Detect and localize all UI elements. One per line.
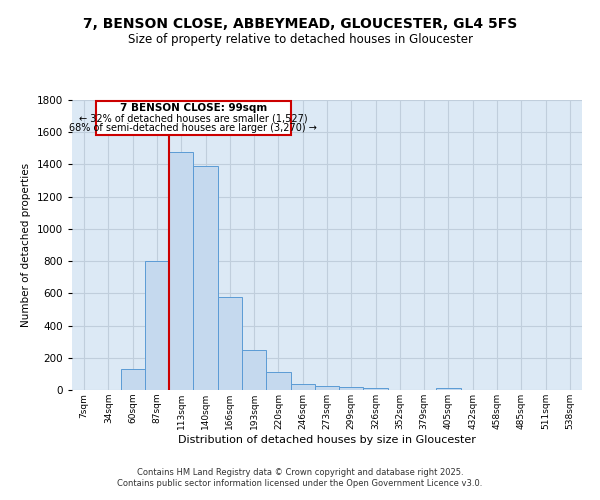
Text: 7, BENSON CLOSE, ABBEYMEAD, GLOUCESTER, GL4 5FS: 7, BENSON CLOSE, ABBEYMEAD, GLOUCESTER, … — [83, 18, 517, 32]
Text: 68% of semi-detached houses are larger (3,270) →: 68% of semi-detached houses are larger (… — [70, 123, 317, 133]
X-axis label: Distribution of detached houses by size in Gloucester: Distribution of detached houses by size … — [178, 434, 476, 444]
Bar — [315, 386, 339, 390]
Bar — [339, 387, 364, 390]
Bar — [436, 388, 461, 390]
Bar — [169, 152, 193, 390]
Bar — [193, 166, 218, 390]
Y-axis label: Number of detached properties: Number of detached properties — [21, 163, 31, 327]
Bar — [96, 101, 290, 136]
Bar — [145, 261, 169, 390]
Text: Size of property relative to detached houses in Gloucester: Size of property relative to detached ho… — [128, 32, 473, 46]
Bar — [242, 350, 266, 390]
Text: Contains HM Land Registry data © Crown copyright and database right 2025.
Contai: Contains HM Land Registry data © Crown c… — [118, 468, 482, 487]
Text: ← 32% of detached houses are smaller (1,527): ← 32% of detached houses are smaller (1,… — [79, 113, 308, 123]
Bar — [266, 372, 290, 390]
Text: 7 BENSON CLOSE: 99sqm: 7 BENSON CLOSE: 99sqm — [120, 104, 267, 114]
Bar — [364, 388, 388, 390]
Bar — [121, 369, 145, 390]
Bar — [290, 384, 315, 390]
Bar — [218, 298, 242, 390]
